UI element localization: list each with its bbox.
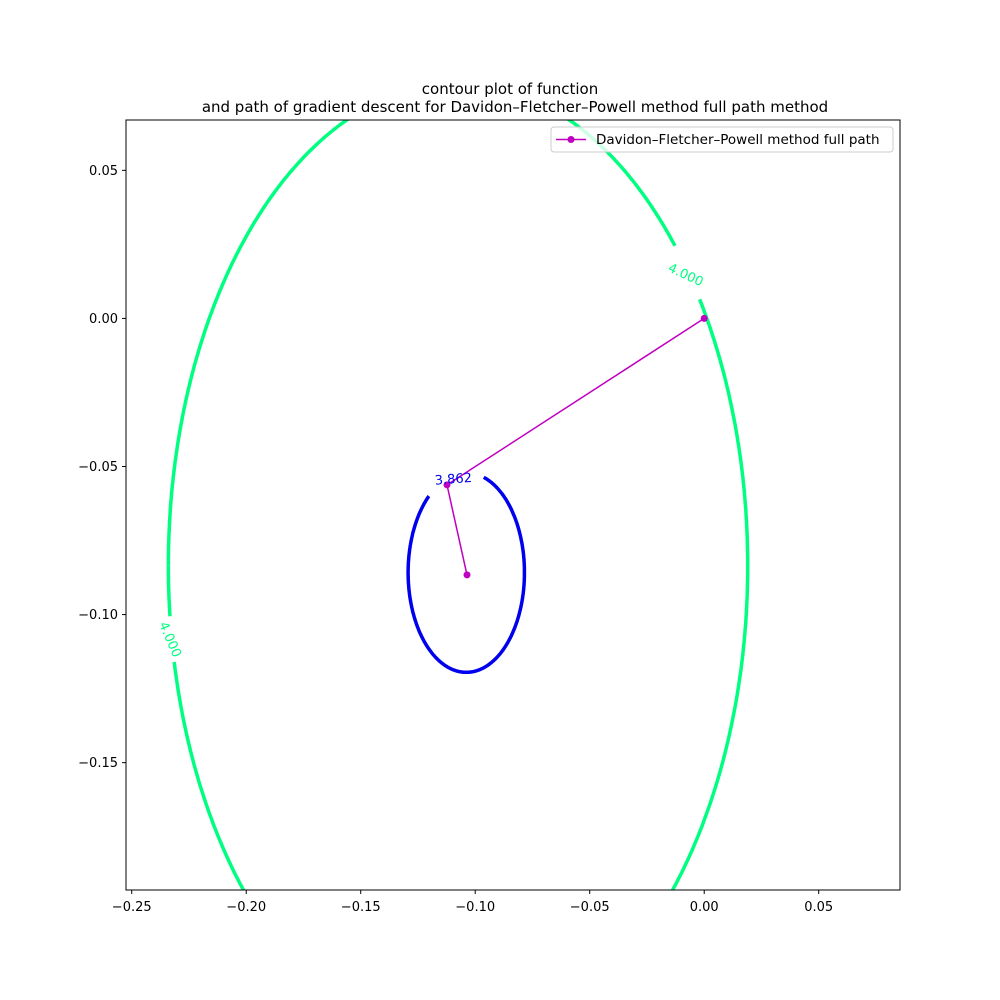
path-point-1 (443, 481, 451, 489)
legend-marker-sample (567, 136, 575, 143)
x-tick-label: 0.00 (690, 900, 719, 915)
x-tick-label: −0.15 (341, 900, 381, 915)
chart-subtitle: and path of gradient descent for Davidon… (202, 98, 828, 116)
contours-layer (166, 120, 750, 890)
path-line-0 (446, 317, 705, 576)
x-tick-label: −0.10 (455, 900, 495, 915)
x-tick-label: −0.05 (570, 900, 610, 915)
y-tick-label: −0.05 (78, 460, 118, 475)
x-tick-label: −0.25 (112, 900, 152, 915)
path-point-0 (700, 314, 708, 322)
contour-line-1 (406, 494, 431, 574)
plot-frame (125, 119, 901, 891)
contour-line-0 (166, 120, 677, 566)
y-axis: 0.05 0.00 −0.05 −0.10 −0.15 (78, 164, 126, 771)
x-tick-label: 0.05 (804, 900, 833, 915)
contour-line-1 (406, 475, 527, 675)
x-axis: −0.25 −0.20 −0.15 −0.10 −0.05 0.00 0.05 (112, 890, 833, 915)
legend-label: Davidon–Fletcher–Powell method full path (596, 132, 880, 148)
x-tick-label: −0.20 (226, 900, 266, 915)
descent-path-layer (443, 314, 708, 579)
y-tick-label: 0.00 (89, 312, 118, 327)
y-tick-label: −0.15 (78, 756, 118, 771)
y-tick-label: −0.10 (78, 608, 118, 623)
contour-labels-layer: 4.000 4.000 3.862 (155, 261, 705, 660)
legend-box (550, 126, 894, 153)
legend: Davidon–Fletcher–Powell method full path (550, 126, 894, 153)
contour-line-0 (172, 298, 750, 890)
chart-title: contour plot of function (422, 80, 598, 98)
path-point-2 (463, 571, 471, 579)
y-tick-label: 0.05 (89, 164, 118, 179)
contour-label-0-1: 4.000 (155, 620, 183, 660)
contour-label-0-0: 4.000 (665, 261, 705, 290)
contour-label-1-0: 3.862 (434, 471, 472, 489)
contour-line-0 (166, 565, 172, 617)
